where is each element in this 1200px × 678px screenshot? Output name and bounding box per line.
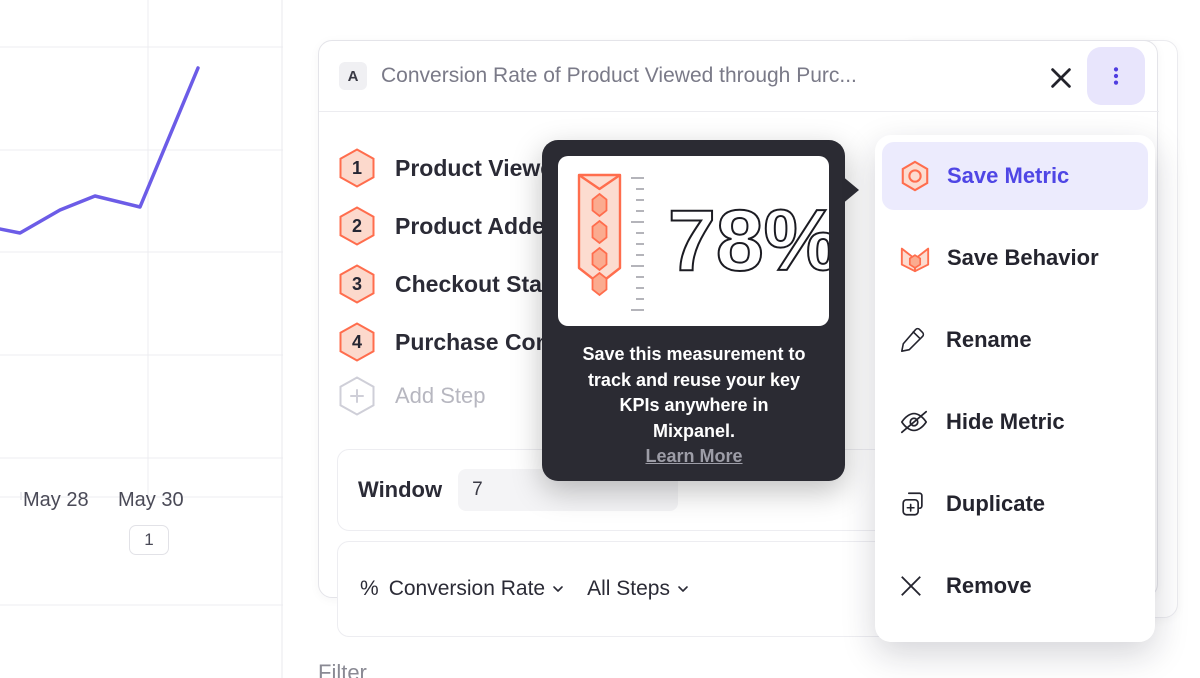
svg-text:78%: 78% (668, 193, 829, 289)
svg-text:3: 3 (352, 274, 362, 294)
svg-text:2: 2 (352, 216, 362, 236)
svg-text:4: 4 (352, 332, 362, 352)
svg-text:1: 1 (352, 158, 362, 178)
